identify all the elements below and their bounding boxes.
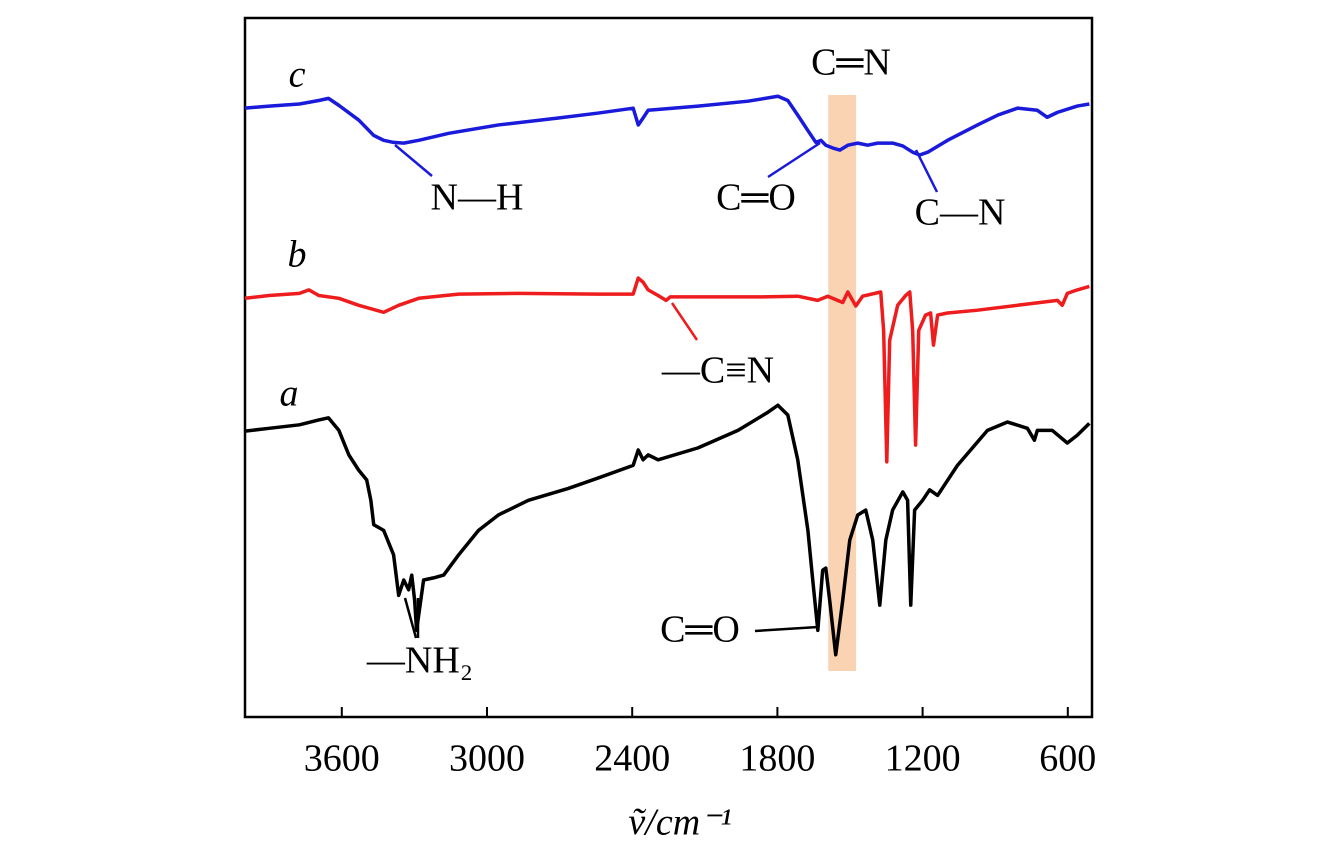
leader-line — [767, 141, 821, 179]
spectrum-line — [244, 276, 1090, 464]
plot-frame — [243, 16, 1094, 719]
x-tick-label: 2400 — [594, 738, 670, 780]
annotation: C═O — [660, 609, 740, 651]
leader-line — [670, 302, 699, 341]
annotation: C═O — [716, 177, 796, 219]
series-label: c — [289, 54, 306, 96]
leader-line — [754, 625, 819, 633]
spectrum-line — [244, 403, 1091, 657]
annotation: —C≡N — [661, 350, 774, 392]
leader-line — [394, 144, 433, 177]
x-tick-label: 3600 — [304, 738, 380, 780]
x-axis-label: ṽ/cm⁻¹ — [628, 802, 731, 844]
spectrum-line — [244, 94, 1090, 157]
series-label: b — [288, 234, 307, 276]
x-tick-label: 1200 — [885, 738, 961, 780]
highlight-band — [828, 95, 857, 671]
annotation: C—N — [915, 192, 1006, 234]
leader-line — [403, 597, 418, 639]
x-tick-label: 1800 — [739, 738, 815, 780]
annotation: —NH₂ — [366, 640, 473, 682]
annotation: N—H — [431, 177, 524, 219]
leader-line — [914, 149, 939, 193]
x-tick-label: 3000 — [449, 738, 525, 780]
annotation: C═N — [811, 42, 891, 84]
x-tick-label: 600 — [1039, 738, 1096, 780]
series-label: a — [280, 373, 299, 415]
